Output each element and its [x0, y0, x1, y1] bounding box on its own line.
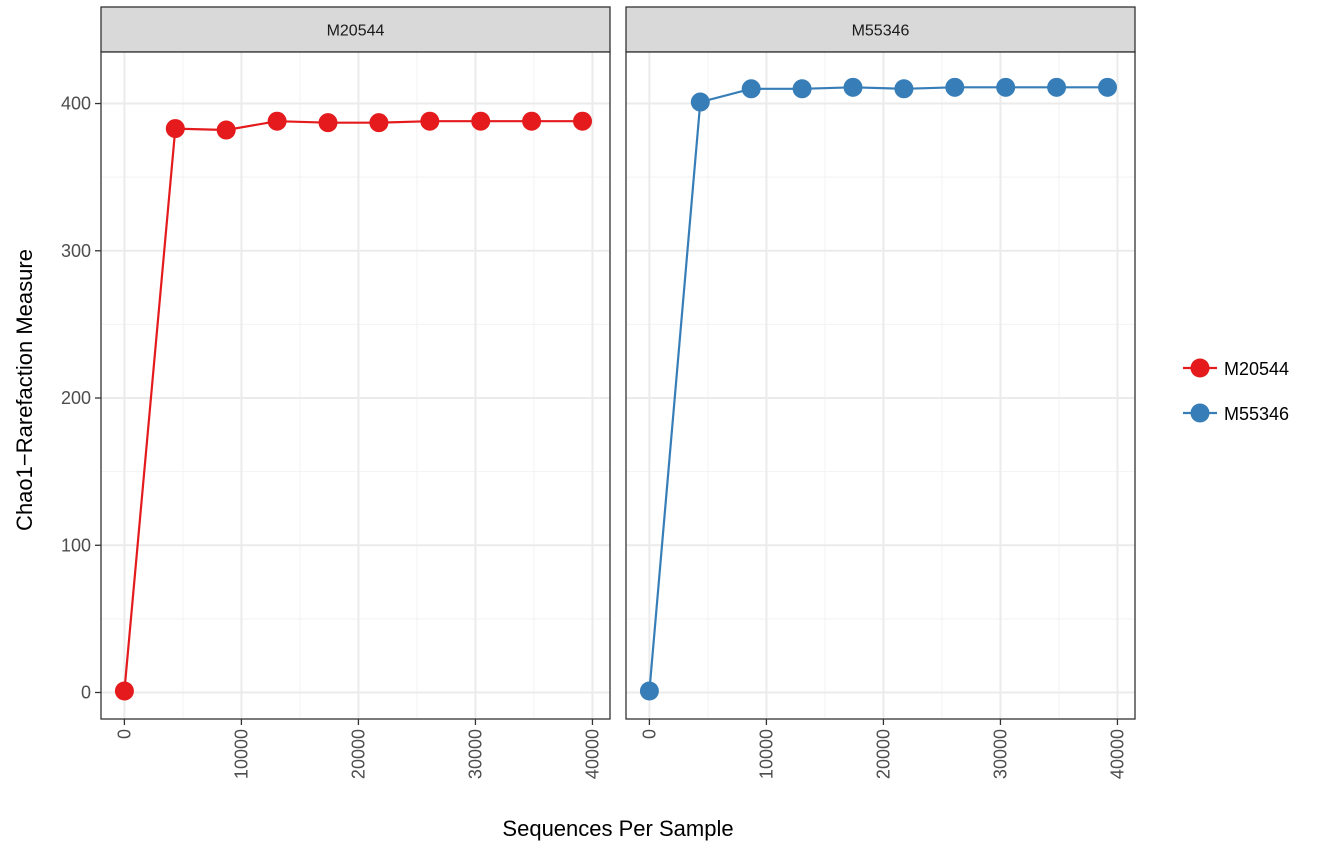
data-point [996, 77, 1016, 97]
series-line-M20544 [123, 120, 583, 692]
legend-item-M20544: M20544 [1183, 358, 1289, 379]
legend-label: M20544 [1224, 359, 1289, 379]
data-point [522, 111, 542, 131]
data-point [894, 79, 914, 99]
data-point [741, 79, 761, 99]
y-axis-title: Chao1−Rarefaction Measure [12, 249, 37, 531]
panel-background [626, 52, 1135, 719]
data-point [471, 111, 491, 131]
x-tick-label: 10000 [231, 729, 251, 779]
data-point [690, 92, 710, 112]
strip-background [625, 6, 1136, 53]
panel-background [101, 52, 610, 719]
data-point [573, 111, 593, 131]
x-tick-label: 0 [114, 729, 134, 739]
facet-panels: M20544 0 10000 20000 30000 40000 0 100 200 300 400… [61, 6, 1136, 779]
panel-M55346: M55346 0 10000 20000 30000 40000 [625, 6, 1136, 779]
y-tick-label: 400 [61, 94, 91, 114]
x-tick-label: 30000 [990, 729, 1010, 779]
data-point [267, 111, 287, 131]
data-point [945, 77, 965, 97]
x-tick-label: 0 [639, 729, 659, 739]
x-tick-label: 40000 [1107, 729, 1127, 779]
strip-label: M20544 [327, 23, 385, 40]
data-point [318, 113, 338, 133]
data-point [420, 111, 440, 131]
panel-border [100, 51, 611, 720]
legend: M20544 M55346 [1183, 358, 1289, 424]
data-point [165, 119, 185, 139]
data-point [216, 120, 236, 140]
x-tick-label: 20000 [348, 729, 368, 779]
data-point [369, 113, 389, 133]
x-tick-label: 20000 [873, 729, 893, 779]
y-tick-label: 100 [61, 535, 91, 555]
strip-background [100, 6, 611, 53]
data-point [1098, 77, 1118, 97]
data-point [843, 77, 863, 97]
series-line-M55346 [648, 86, 1108, 692]
y-tick-label: 0 [81, 682, 91, 702]
legend-key-point [1190, 358, 1210, 378]
x-tick-label: 40000 [582, 729, 602, 779]
panel-M20544: M20544 0 10000 20000 30000 40000 0 100 200 300 400 [61, 6, 611, 779]
y-tick-label: 300 [61, 241, 91, 261]
data-point [639, 681, 659, 701]
x-axis-title: Sequences Per Sample [502, 816, 733, 841]
data-point [792, 79, 812, 99]
legend-key-point [1190, 403, 1210, 423]
panel-border [625, 51, 1136, 720]
data-point [1047, 77, 1067, 97]
x-tick-label: 30000 [465, 729, 485, 779]
legend-item-M55346: M55346 [1183, 403, 1289, 424]
data-point [114, 681, 134, 701]
x-tick-label: 10000 [756, 729, 776, 779]
legend-label: M55346 [1224, 404, 1289, 424]
strip-label: M55346 [852, 23, 910, 40]
y-tick-label: 200 [61, 388, 91, 408]
